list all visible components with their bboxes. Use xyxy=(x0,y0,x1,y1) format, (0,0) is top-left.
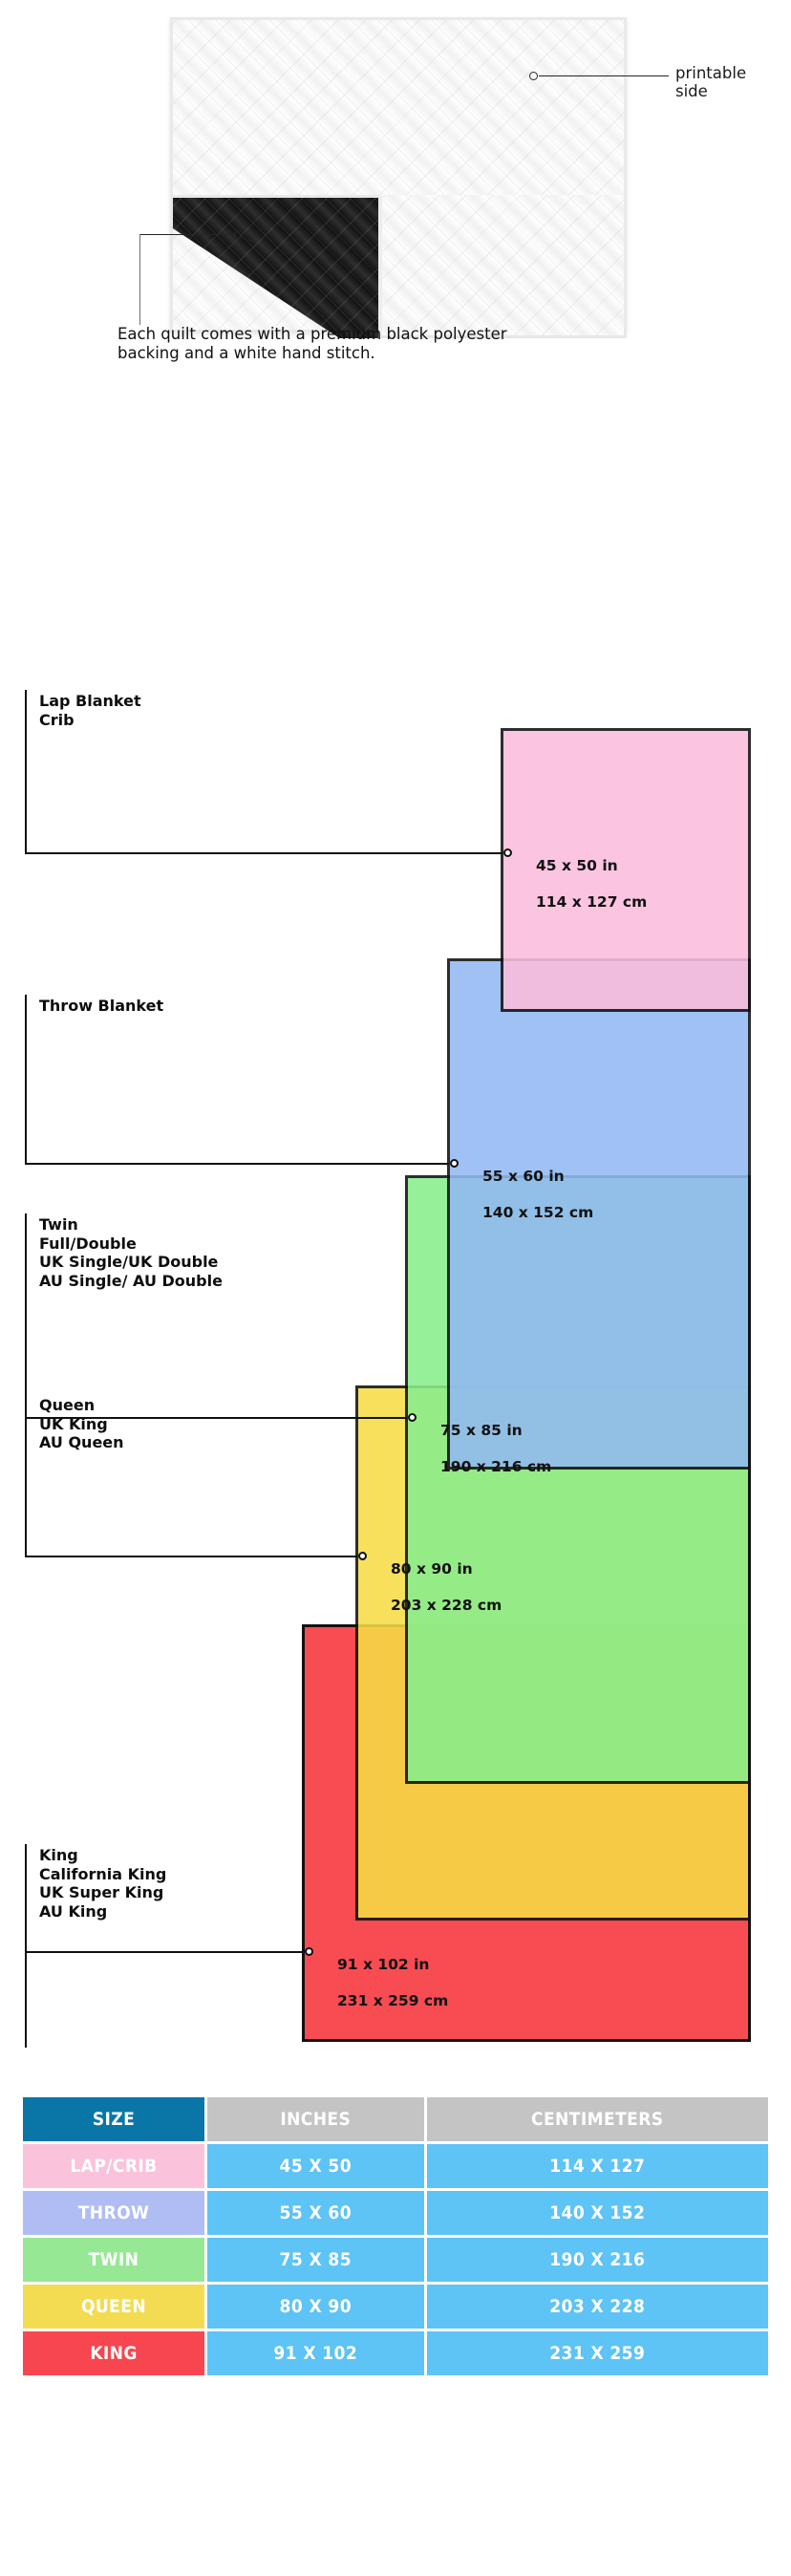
table-cell-size-throw: THROW xyxy=(23,2191,204,2235)
table-row: TWIN 75 X 85 190 X 216 xyxy=(23,2238,768,2282)
leader-dot-throw xyxy=(450,1159,459,1168)
dimension-inches-lap-crib: 45 x 50 in xyxy=(536,857,618,874)
table-header-row: SIZE INCHES CENTIMETERS xyxy=(23,2097,768,2141)
quilt-photo-section: printable side Each quilt comes with a p… xyxy=(0,0,791,573)
table-row: LAP/CRIB 45 X 50 114 X 127 xyxy=(23,2144,768,2188)
leader-horizontal-queen xyxy=(25,1556,357,1557)
printable-side-label: printable side xyxy=(675,64,747,100)
dimension-cm-throw: 140 x 152 cm xyxy=(482,1204,594,1221)
dimension-cm-king: 231 x 259 cm xyxy=(337,1992,449,2009)
table-cell-inches-lap-crib: 45 X 50 xyxy=(207,2144,424,2188)
table-cell-inches-throw: 55 X 60 xyxy=(207,2191,424,2235)
table-row: KING 91 X 102 231 X 259 xyxy=(23,2331,768,2375)
leader-vertical-twin xyxy=(25,1213,27,1418)
quilt-white-right-panel xyxy=(378,195,627,338)
leader-dot-lap-crib xyxy=(503,848,512,857)
backing-callout-dot xyxy=(234,230,243,239)
dimension-inches-throw: 55 x 60 in xyxy=(482,1168,565,1185)
table-header-centimeters: CENTIMETERS xyxy=(426,2097,768,2141)
size-conversion-table: SIZE INCHES CENTIMETERS LAP/CRIB 45 X 50… xyxy=(20,2094,771,2378)
size-rect-twin xyxy=(405,1175,751,1784)
dimension-inches-queen: 80 x 90 in xyxy=(391,1560,473,1578)
dimension-cm-queen: 203 x 228 cm xyxy=(391,1597,502,1614)
table-cell-cm-lap-crib: 114 X 127 xyxy=(426,2144,768,2188)
printable-side-callout-line xyxy=(539,75,669,77)
leader-horizontal-twin xyxy=(25,1417,407,1419)
backing-callout-line-horizontal xyxy=(139,234,235,236)
table-header-inches: INCHES xyxy=(207,2097,424,2141)
leader-dot-twin xyxy=(408,1413,417,1422)
size-rect-throw xyxy=(447,958,751,1470)
table-cell-size-twin: TWIN xyxy=(23,2238,204,2282)
dimension-cm-lap-crib: 114 x 127 cm xyxy=(536,893,648,911)
leader-vertical-queen xyxy=(25,1394,27,1556)
size-label-lap-crib: Lap Blanket Crib xyxy=(39,692,141,729)
size-rect-queen xyxy=(355,1385,751,1921)
leader-horizontal-throw-line xyxy=(25,1163,449,1165)
table-cell-cm-king: 231 X 259 xyxy=(426,2331,768,2375)
dimension-label-queen: 80 x 90 in 203 x 228 cm xyxy=(391,1542,502,1615)
leader-horizontal-king xyxy=(25,1951,304,1953)
table-cell-cm-queen: 203 X 228 xyxy=(426,2285,768,2329)
table-cell-size-lap-crib: LAP/CRIB xyxy=(23,2144,204,2188)
table-row: QUEEN 80 X 90 203 X 228 xyxy=(23,2285,768,2329)
leader-vertical-throw xyxy=(25,995,27,1165)
leader-dot-king xyxy=(305,1947,313,1956)
dimension-inches-king: 91 x 102 in xyxy=(337,1956,430,1973)
size-label-king: King California King UK Super King AU Ki… xyxy=(39,1846,167,1921)
leader-vertical-lap-crib xyxy=(25,690,27,854)
dimension-inches-twin: 75 x 85 in xyxy=(440,1422,523,1439)
size-label-twin: Twin Full/Double UK Single/UK Double AU … xyxy=(39,1215,223,1290)
dimension-label-lap-crib: 45 x 50 in 114 x 127 cm xyxy=(536,839,647,912)
table-cell-size-king: KING xyxy=(23,2331,204,2375)
table-row: THROW 55 X 60 140 X 152 xyxy=(23,2191,768,2235)
table-header-size: SIZE xyxy=(23,2097,204,2141)
dimension-label-king: 91 x 102 in 231 x 259 cm xyxy=(337,1938,448,2010)
backing-caption-text: Each quilt comes with a premium black po… xyxy=(118,325,507,362)
size-rect-king xyxy=(302,1624,751,2042)
table-cell-size-queen: QUEEN xyxy=(23,2285,204,2329)
quilt-product-image xyxy=(170,17,627,338)
leader-dot-queen xyxy=(358,1552,367,1560)
size-rect-lap-crib xyxy=(501,728,751,1012)
table-cell-cm-twin: 190 X 216 xyxy=(426,2238,768,2282)
table-cell-cm-throw: 140 X 152 xyxy=(426,2191,768,2235)
table-cell-inches-twin: 75 X 85 xyxy=(207,2238,424,2282)
size-label-queen: Queen UK King AU Queen xyxy=(39,1396,124,1451)
table-cell-inches-king: 91 X 102 xyxy=(207,2331,424,2375)
leader-vertical-king xyxy=(25,1844,27,2048)
dimension-cm-twin: 190 x 216 cm xyxy=(440,1458,552,1475)
table-cell-inches-queen: 80 X 90 xyxy=(207,2285,424,2329)
leader-horizontal-lap-crib xyxy=(25,852,502,854)
dimension-label-throw: 55 x 60 in 140 x 152 cm xyxy=(482,1149,593,1222)
dimension-label-twin: 75 x 85 in 190 x 216 cm xyxy=(440,1404,551,1476)
backing-callout-line-vertical xyxy=(139,234,141,325)
printable-side-callout-dot xyxy=(529,72,538,80)
size-label-throw: Throw Blanket xyxy=(39,997,164,1015)
